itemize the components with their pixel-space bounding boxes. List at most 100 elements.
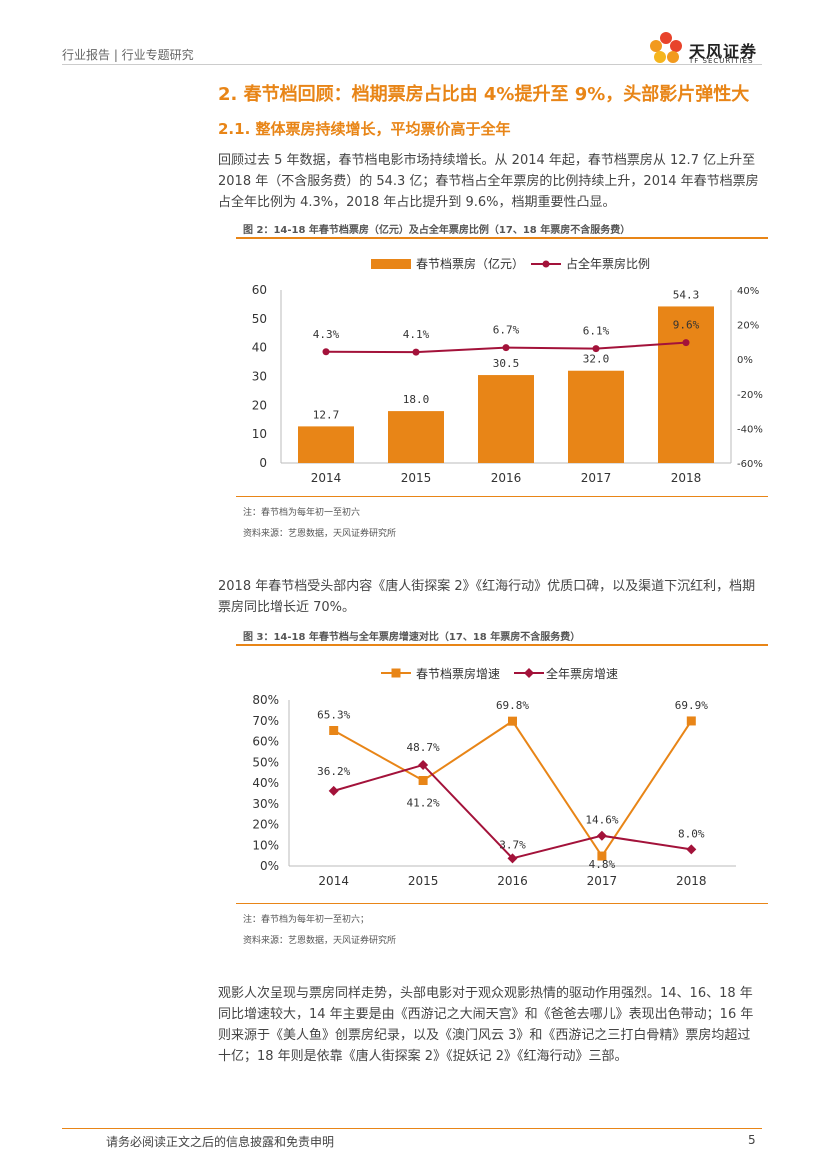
figure3-note: 注：春节档为每年初一至初六；: [243, 915, 370, 925]
figure2-source: 资料来源：艺恩数据，天风证券研究所: [243, 529, 397, 539]
y-tick-label: 60: [252, 283, 267, 297]
line-label: 9.6%: [673, 319, 700, 332]
y-tick-label: 10%: [252, 838, 279, 852]
y-tick-label: 80%: [252, 693, 279, 707]
chart2-legend: 春节档票房增速 全年票房增速: [381, 666, 618, 681]
legend-annual-marker: [524, 668, 534, 678]
spring-point: [329, 726, 339, 736]
figure3-source: 资料来源：艺恩数据，天风证券研究所: [243, 936, 397, 946]
annual-point: [686, 844, 697, 855]
annual-point: [418, 759, 429, 770]
y-tick-label: 50%: [252, 755, 279, 769]
paragraph-2018: 2018 年春节档受头部内容《唐人街探案 2》《红海行动》优质口碑，以及渠道下沉…: [218, 579, 756, 615]
y-tick-label: 0%: [260, 859, 279, 873]
bar: [298, 426, 354, 463]
legend-line-label: 占全年票房比例: [566, 256, 650, 271]
annual-point: [328, 785, 339, 796]
header-divider: [62, 64, 762, 65]
line-point: [682, 339, 690, 347]
line-label: 4.1%: [403, 328, 430, 341]
annual-label: 48.7%: [407, 741, 440, 754]
figure3-bottom-rule: [236, 903, 768, 904]
annual-label: 36.2%: [317, 765, 350, 778]
figure2-title: 图 2：14-18 年春节档票房（亿元）及占全年票房比例（17、18 年票房不含…: [243, 225, 631, 236]
bar-label: 32.0: [583, 353, 610, 366]
y-tick-label: 70%: [252, 714, 279, 728]
annual-label: 14.6%: [585, 814, 618, 827]
spring-point: [597, 851, 607, 861]
logo-subtext: TF SECURITIES: [689, 57, 754, 65]
figure2-note: 注：春节档为每年初一至初六: [243, 508, 361, 518]
section-title: 2. 春节档回顾：档期票房占比由 4%提升至 9%，头部影片弹性大: [218, 84, 750, 105]
line-label: 4.3%: [313, 328, 340, 341]
x-tick-label: 2014: [318, 874, 349, 888]
figure2-bottom-rule: [236, 496, 768, 497]
logo-text: 天风证券: [689, 42, 758, 61]
footer-disclaimer: 请务必阅读正文之后的信息披露和免责申明: [106, 1135, 335, 1149]
y-tick-label: 20: [252, 398, 267, 412]
annual-label: 8.0%: [678, 827, 705, 840]
x-tick-label: 2017: [587, 874, 618, 888]
bar-label: 18.0: [403, 393, 430, 406]
spring-label: 41.2%: [407, 797, 440, 810]
y2-tick-label: -20%: [737, 390, 763, 401]
chart2-lines: 65.3% 41.2% 69.8% 4.8% 69.9% 36.2% 48.7% 3.7% 14…: [317, 699, 708, 871]
bar-label: 54.3: [673, 288, 700, 301]
y2-tick-label: 20%: [737, 321, 759, 332]
legend-bar-swatch: [371, 259, 411, 269]
line-point: [412, 348, 420, 356]
subsection-title: 2.1. 整体票房持续增长，平均票价高于全年: [218, 120, 511, 138]
bar-label: 30.5: [493, 357, 520, 370]
y-tick-label: 0: [259, 456, 267, 470]
annual-label: 3.7%: [499, 838, 526, 851]
chart2-axes: 0% 10% 20% 30% 40% 50% 60% 70% 80% 2014 2015 2016 20…: [252, 693, 736, 888]
bar: [658, 306, 714, 463]
page-number: 5: [748, 1133, 756, 1147]
bar: [388, 411, 444, 463]
legend-line-marker: [542, 260, 550, 268]
spring-label: 4.8%: [589, 858, 616, 871]
x-tick-label: 2015: [408, 874, 439, 888]
spring-label: 69.8%: [496, 699, 529, 712]
chart1-line: 4.3% 4.1% 6.7% 6.1% 9.6%: [313, 319, 700, 356]
x-tick-label: 2015: [401, 471, 432, 485]
paragraph-audience: 观影人次呈现与票房同样走势，头部电影对于观众观影热情的驱动作用强烈。14、16、…: [218, 986, 754, 1064]
y-tick-label: 10: [252, 427, 267, 441]
spring-point: [508, 716, 517, 726]
bar-label: 12.7: [313, 408, 340, 421]
y-tick-label: 40: [252, 341, 267, 355]
y-tick-label: 40%: [252, 776, 279, 790]
line-point: [322, 348, 330, 356]
figure2-chart: 春节档票房（亿元） 占全年票房比例 0 10 20 30 40 50 60 -60% -40% -…: [252, 256, 763, 485]
spring-label: 69.9%: [675, 699, 708, 712]
x-tick-label: 2014: [311, 471, 342, 485]
y2-tick-label: 40%: [737, 286, 759, 297]
figure3-top-rule: [236, 644, 768, 646]
y-tick-label: 30: [252, 370, 267, 384]
spring-point: [686, 716, 696, 726]
y-tick-label: 30%: [252, 797, 279, 811]
paragraph-intro: 回顾过去 5 年数据，春节档电影市场持续增长。从 2014 年起，春节档票房从 …: [218, 153, 759, 210]
x-tick-label: 2017: [581, 471, 612, 485]
spring-point: [418, 776, 428, 786]
bar: [478, 375, 534, 463]
x-tick-label: 2018: [671, 471, 702, 485]
line-label: 6.7%: [493, 324, 520, 337]
y2-tick-label: -40%: [737, 424, 763, 435]
line-point: [502, 344, 510, 352]
series-spring-line: [333, 719, 693, 858]
spring-label: 65.3%: [317, 709, 350, 722]
annual-point: [507, 853, 518, 864]
legend-spring-marker: [391, 668, 401, 678]
figure3-chart: 春节档票房增速 全年票房增速 0% 10% 20% 30% 40% 50% 60% 70% 80…: [252, 666, 736, 888]
line-label: 6.1%: [583, 325, 610, 338]
line-point: [592, 345, 600, 353]
footer-divider: [62, 1128, 762, 1129]
header-breadcrumb: 行业报告 | 行业专题研究: [62, 48, 194, 62]
bar: [568, 370, 624, 463]
y-tick-label: 50: [252, 312, 267, 326]
x-tick-label: 2016: [497, 874, 528, 888]
figure2-top-rule: [236, 237, 768, 239]
y2-tick-label: 0%: [737, 355, 753, 366]
y2-tick-label: -60%: [737, 459, 763, 470]
